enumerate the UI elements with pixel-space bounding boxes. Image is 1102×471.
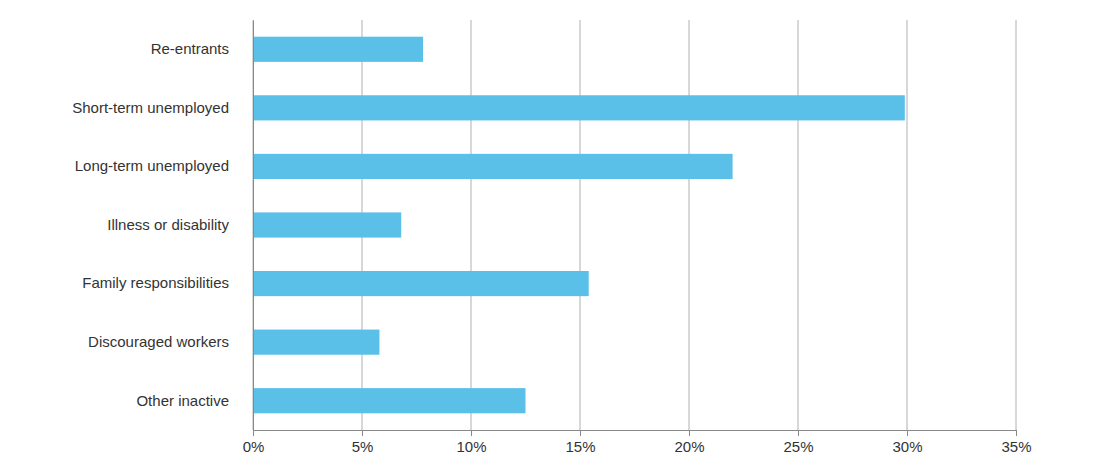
grid-line (253, 20, 254, 430)
x-tick-label: 20% (674, 438, 704, 455)
x-tick-mark (907, 430, 908, 436)
x-tick: 25% (783, 430, 813, 455)
y-tick: Short-term unemployed (72, 99, 229, 116)
x-tick: 5% (352, 430, 374, 455)
chart: 0% 5% 10% 15% 20% 25% 30% 35% Re-entrants Short-t… (0, 0, 1102, 471)
x-tick-mark (471, 430, 472, 436)
bar (253, 154, 733, 179)
y-tick-label: Discouraged workers (88, 333, 229, 350)
y-tick-label: Short-term unemployed (72, 99, 229, 116)
y-tick: Family responsibilities (82, 274, 229, 291)
x-tick-mark (1016, 430, 1017, 436)
bar (253, 388, 526, 413)
x-tick-label: 35% (1001, 438, 1031, 455)
x-tick-label: 5% (352, 438, 374, 455)
x-tick-label: 15% (565, 438, 595, 455)
y-tick: Long-term unemployed (75, 157, 229, 174)
y-tick: Re-entrants (151, 40, 229, 57)
y-tick-label: Family responsibilities (82, 274, 229, 291)
x-tick: 15% (565, 430, 595, 455)
y-tick: Other inactive (136, 392, 229, 409)
grid-line (580, 20, 581, 430)
y-tick-label: Long-term unemployed (75, 157, 229, 174)
x-tick-label: 30% (892, 438, 922, 455)
y-tick-label: Re-entrants (151, 40, 229, 57)
bar (253, 37, 423, 62)
bar (253, 330, 379, 355)
grid-line (1016, 20, 1017, 430)
x-tick-mark (362, 430, 363, 436)
x-tick-mark (689, 430, 690, 436)
y-axis-line (253, 21, 254, 431)
x-tick: 30% (892, 430, 922, 455)
bar (253, 95, 905, 120)
grid-line (907, 20, 908, 430)
bar (253, 212, 401, 237)
y-tick-label: Other inactive (136, 392, 229, 409)
plot: 0% 5% 10% 15% 20% 25% 30% 35% Re-entrants Short-t… (72, 20, 1031, 455)
bar (253, 271, 589, 296)
grid (253, 20, 1016, 430)
x-tick-mark (798, 430, 799, 436)
x-tick-mark (253, 430, 254, 436)
grid-line (471, 20, 472, 430)
y-tick: Illness or disability (107, 216, 229, 233)
y-tick-label: Illness or disability (107, 216, 229, 233)
x-tick: 20% (674, 430, 704, 455)
y-axis: Re-entrants Short-term unemployed Long-ter… (72, 21, 253, 431)
x-axis: 0% 5% 10% 15% 20% 25% 30% 35% (243, 430, 1032, 455)
x-tick: 10% (456, 430, 486, 455)
grid-line (798, 20, 799, 430)
x-tick-label: 0% (243, 438, 265, 455)
x-tick: 35% (1001, 430, 1031, 455)
bars (253, 37, 905, 414)
x-tick-label: 25% (783, 438, 813, 455)
x-tick-label: 10% (456, 438, 486, 455)
x-tick: 0% (243, 430, 265, 455)
y-tick: Discouraged workers (88, 333, 229, 350)
grid-line (689, 20, 690, 430)
x-tick-mark (580, 430, 581, 436)
x-axis-line (254, 431, 1017, 437)
